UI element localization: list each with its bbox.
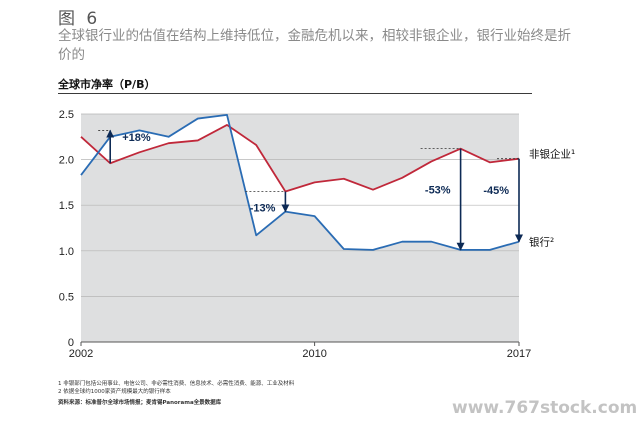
figure-label: 图 6 xyxy=(58,9,101,29)
annotation-label: +18% xyxy=(122,132,151,144)
annotation-label: -53% xyxy=(425,184,451,196)
series-label-nonbank: 非银企业¹ xyxy=(529,148,575,161)
gap-area xyxy=(81,114,519,250)
series-line-bank xyxy=(80,114,520,251)
title-rule xyxy=(58,93,532,94)
x-tick-label: 2002 xyxy=(69,348,93,360)
series-label-bank: 银行² xyxy=(529,236,554,249)
annotation-label: -13% xyxy=(250,203,276,215)
y-tick-label: 2.0 xyxy=(59,155,74,167)
footnote-2: 2 依据全球约1000家资产规模最大的银行样本 xyxy=(58,389,171,395)
series-line-nonbank xyxy=(80,124,520,193)
figure-description: 全球银行业的估值在结构上维持低位，金融危机以来，相较非银企业，银行业始终是折价的 xyxy=(58,28,571,63)
annotation-label: -45% xyxy=(483,185,509,197)
watermark: www.767stock.com xyxy=(452,398,638,418)
x-tick-label: 2017 xyxy=(507,348,531,360)
source-note: 资料来源：标准普尔全球市场情报；麦肯锡Panorama全景数据库 xyxy=(58,400,222,406)
chart-title: 全球市净率（P/B） xyxy=(58,78,156,91)
y-tick-label: 1.5 xyxy=(59,200,74,212)
x-tick-label: 2010 xyxy=(302,348,326,360)
y-tick-label: 1.0 xyxy=(59,246,74,258)
y-tick-label: 0 xyxy=(68,337,74,349)
y-tick-label: 2.5 xyxy=(59,109,74,121)
footnote-1: 1 非银部门包括公用事业、电信公司、非必需性消费、信息技术、必需性消费、能源、工… xyxy=(58,381,295,387)
y-tick-label: 0.5 xyxy=(59,291,74,303)
notes: 1 非银部门包括公用事业、电信公司、非必需性消费、信息技术、必需性消费、能源、工… xyxy=(58,380,294,407)
